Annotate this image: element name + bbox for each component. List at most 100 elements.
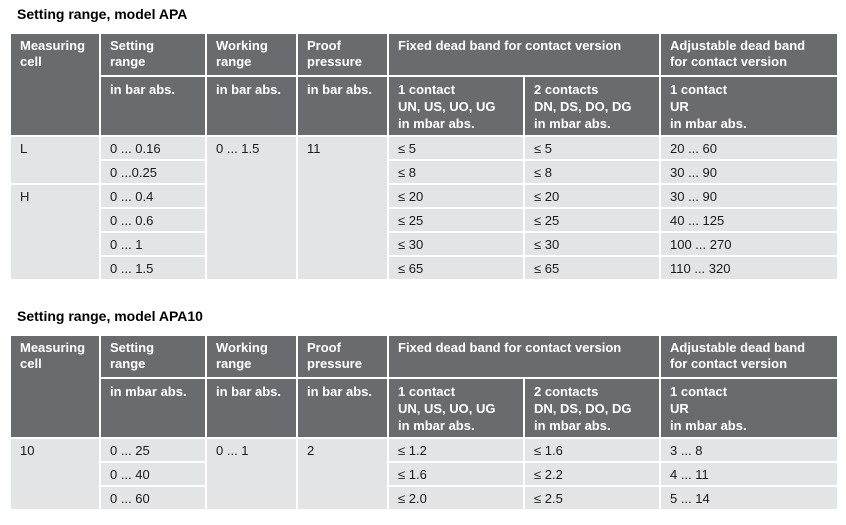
- cell-fixed-2-contacts: ≤ 30: [525, 233, 659, 255]
- header-line: range: [110, 356, 146, 371]
- header-line: for contact version: [670, 356, 788, 371]
- cell-fixed-1-contact: ≤ 65: [389, 257, 523, 279]
- cell-adjustable: 30 ... 90: [661, 161, 837, 183]
- header-line: DN, DS, DO, DG: [534, 401, 632, 416]
- header-line: in mbar abs.: [670, 116, 747, 131]
- header-line: cell: [20, 356, 42, 371]
- cell-fixed-1-contact: ≤ 1.2: [389, 439, 523, 461]
- header-line: Measuring: [20, 38, 86, 53]
- cell-setting-range: 0 ... 0.16: [101, 137, 205, 159]
- header-fixed-dead-band: Fixed dead band for contact version: [389, 336, 659, 377]
- cell-setting-range: 0 ... 0.6: [101, 209, 205, 231]
- header-line: in mbar abs.: [398, 418, 475, 433]
- header-adjustable-dead-band: Adjustable dead band for contact version: [661, 336, 837, 377]
- header-line: Working: [216, 340, 268, 355]
- header-line: DN, DS, DO, DG: [534, 99, 632, 114]
- header-working-range: Working range: [207, 336, 296, 377]
- cell-measuring-cell: H: [11, 185, 99, 279]
- header-line: Setting: [110, 38, 155, 53]
- cell-fixed-2-contacts: ≤ 25: [525, 209, 659, 231]
- table-row: 0 ...0.25 ≤ 8 ≤ 8 30 ... 90: [11, 161, 837, 183]
- header-line: Proof: [307, 340, 341, 355]
- subheader-contact-2: 2 contacts DN, DS, DO, DG in mbar abs.: [525, 77, 659, 135]
- cell-adjustable: 100 ... 270: [661, 233, 837, 255]
- subheader-contact-1: 1 contact UN, US, UO, UG in mbar abs.: [389, 379, 523, 437]
- header-line: 1 contact: [398, 82, 456, 97]
- header-line: range: [216, 54, 252, 69]
- cell-fixed-2-contacts: ≤ 8: [525, 161, 659, 183]
- header-measuring-cell: Measuring cell: [11, 336, 99, 437]
- header-adjustable-dead-band: Adjustable dead band for contact version: [661, 34, 837, 75]
- subheader-working-range-unit: in bar abs.: [207, 379, 296, 437]
- cell-fixed-2-contacts: ≤ 1.6: [525, 439, 659, 461]
- cell-adjustable: 5 ... 14: [661, 487, 837, 509]
- subheader-contact-ur: 1 contact UR in mbar abs.: [661, 379, 837, 437]
- header-line: pressure: [307, 54, 362, 69]
- cell-adjustable: 4 ... 11: [661, 463, 837, 485]
- header-line: range: [110, 54, 146, 69]
- cell-measuring-cell: 10: [11, 439, 99, 509]
- cell-setting-range: 0 ...0.25: [101, 161, 205, 183]
- spec-table-apa10: Measuring cell Setting range Working ran…: [9, 334, 839, 511]
- cell-working-range: 0 ... 1.5: [207, 137, 296, 279]
- table-row: L 0 ... 0.16 0 ... 1.5 11 ≤ 5 ≤ 5 20 ...…: [11, 137, 837, 279]
- cell-fixed-2-contacts: ≤ 2.2: [525, 463, 659, 485]
- table-row: 0 ... 40 ≤ 1.6 ≤ 2.2 4 ... 11: [11, 463, 837, 485]
- header-setting-range: Setting range: [101, 34, 205, 75]
- cell-setting-range: 0 ... 60: [101, 487, 205, 509]
- header-line: 2 contacts: [534, 384, 599, 399]
- subheader-working-range-unit: in bar abs.: [207, 77, 296, 135]
- cell-fixed-1-contact: ≤ 2.0: [389, 487, 523, 509]
- cell-adjustable: 30 ... 90: [661, 185, 837, 207]
- header-line: range: [216, 356, 252, 371]
- table-row: 0 ... 1.5 ≤ 65 ≤ 65 110 ... 320: [11, 257, 837, 279]
- header-line: Proof: [307, 38, 341, 53]
- header-line: UR: [670, 401, 689, 416]
- cell-fixed-1-contact: ≤ 30: [389, 233, 523, 255]
- header-line: in mbar abs.: [534, 418, 611, 433]
- header-line: 1 contact: [670, 82, 728, 97]
- header-line: 2 contacts: [534, 82, 599, 97]
- subheader-setting-range-unit: in mbar abs.: [101, 379, 205, 437]
- header-line: in mbar abs.: [534, 116, 611, 131]
- subheader-proof-pressure-unit: in bar abs.: [298, 77, 387, 135]
- header-proof-pressure: Proof pressure: [298, 34, 387, 75]
- header-working-range: Working range: [207, 34, 296, 75]
- header-line: 1 contact: [670, 384, 728, 399]
- table-title-apa10: Setting range, model APA10: [17, 308, 203, 324]
- cell-fixed-2-contacts: ≤ 5: [525, 137, 659, 159]
- cell-fixed-1-contact: ≤ 5: [389, 137, 523, 159]
- header-line: Measuring: [20, 340, 86, 355]
- header-line: in mbar abs.: [670, 418, 747, 433]
- spec-table-apa: Measuring cell Setting range Working ran…: [9, 32, 839, 281]
- subheader-contact-1: 1 contact UN, US, UO, UG in mbar abs.: [389, 77, 523, 135]
- cell-setting-range: 0 ... 1.5: [101, 257, 205, 279]
- header-line: for contact version: [670, 54, 788, 69]
- cell-fixed-1-contact: ≤ 25: [389, 209, 523, 231]
- cell-fixed-1-contact: ≤ 1.6: [389, 463, 523, 485]
- cell-fixed-2-contacts: ≤ 65: [525, 257, 659, 279]
- cell-adjustable: 20 ... 60: [661, 137, 837, 159]
- subheader-contact-2: 2 contacts DN, DS, DO, DG in mbar abs.: [525, 379, 659, 437]
- datasheet-page: Setting range, model APA Measuring cell …: [9, 6, 839, 511]
- cell-fixed-2-contacts: ≤ 20: [525, 185, 659, 207]
- cell-adjustable: 110 ... 320: [661, 257, 837, 279]
- header-line: in mbar abs.: [398, 116, 475, 131]
- cell-fixed-1-contact: ≤ 8: [389, 161, 523, 183]
- header-line: UN, US, UO, UG: [398, 99, 496, 114]
- table-row: 0 ... 60 ≤ 2.0 ≤ 2.5 5 ... 14: [11, 487, 837, 509]
- header-measuring-cell: Measuring cell: [11, 34, 99, 135]
- header-line: UR: [670, 99, 689, 114]
- header-setting-range: Setting range: [101, 336, 205, 377]
- cell-proof-pressure: 11: [298, 137, 387, 279]
- header-line: Setting: [110, 340, 155, 355]
- cell-setting-range: 0 ... 1: [101, 233, 205, 255]
- header-line: Adjustable dead band: [670, 38, 806, 53]
- cell-adjustable: 40 ... 125: [661, 209, 837, 231]
- table-title-apa: Setting range, model APA: [17, 6, 188, 22]
- cell-adjustable: 3 ... 8: [661, 439, 837, 461]
- cell-working-range: 0 ... 1: [207, 439, 296, 509]
- table-row: 0 ... 0.6 ≤ 25 ≤ 25 40 ... 125: [11, 209, 837, 231]
- cell-setting-range: 0 ... 0.4: [101, 185, 205, 207]
- cell-fixed-1-contact: ≤ 20: [389, 185, 523, 207]
